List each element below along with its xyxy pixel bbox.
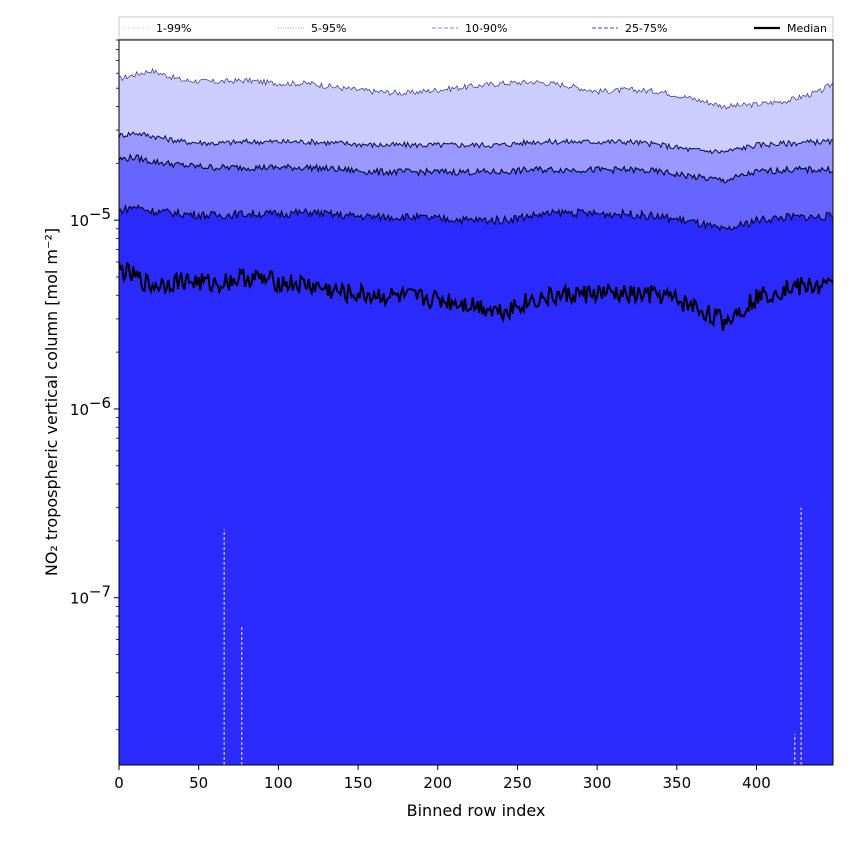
legend-label-4: 25-75%: [625, 22, 667, 35]
band-25-75: [119, 155, 833, 231]
x-tick-label: 150: [344, 774, 373, 792]
x-axis: 0 50 100 150 200 250 300 350 400: [114, 765, 771, 792]
y-axis: 10−510−610−7: [70, 39, 119, 731]
y-tick-exponent: −7: [89, 583, 111, 601]
line-75-percentile: [119, 153, 833, 184]
x-tick-label: 100: [264, 774, 293, 792]
y-tick-label: 10: [70, 401, 89, 419]
legend-box: [118, 16, 834, 40]
plot-area: [119, 40, 833, 765]
axes-frame: [118, 39, 834, 766]
legend: 1-99% 5-95% 10-90% 25-75% Median: [118, 16, 834, 40]
line-25-percentile: [119, 203, 833, 232]
x-tick-label: 50: [189, 774, 208, 792]
y-tick-label: 10: [70, 212, 89, 230]
line-95-percentile: [119, 68, 833, 110]
x-axis-label: Binned row index: [407, 801, 546, 820]
legend-label-1: 1-99%: [156, 22, 191, 35]
x-tick-label: 0: [114, 774, 124, 792]
x-tick-label: 250: [503, 774, 532, 792]
y-tick-label: 10: [70, 590, 89, 608]
line-90-percentile: [119, 131, 833, 155]
x-tick-label: 300: [583, 774, 612, 792]
y-tick-exponent: −6: [89, 394, 111, 412]
band-above-95: [119, 40, 833, 110]
legend-label-2: 5-95%: [311, 22, 346, 35]
y-tick-exponent: −5: [89, 205, 111, 223]
band-5-95: [119, 68, 833, 154]
y-axis-label: NO₂ tropospheric vertical column [mol m⁻…: [42, 228, 61, 576]
x-tick-label: 350: [662, 774, 691, 792]
band-10-90: [119, 132, 833, 183]
x-tick-label: 400: [742, 774, 771, 792]
legend-label-5: Median: [787, 22, 827, 35]
line-median: [119, 261, 833, 331]
legend-label-3: 10-90%: [465, 22, 507, 35]
plot-content: [119, 40, 833, 765]
x-tick-label: 200: [423, 774, 452, 792]
